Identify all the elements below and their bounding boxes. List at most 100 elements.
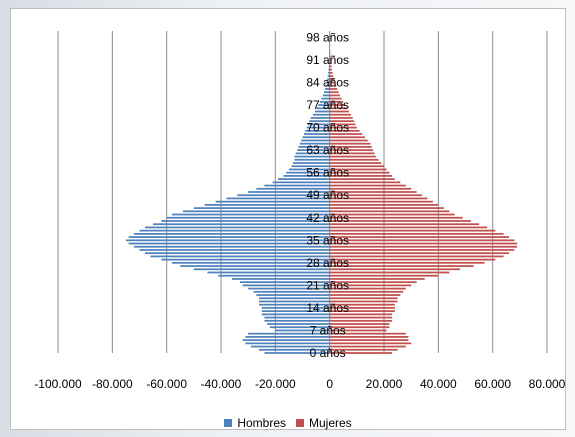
- bar-hombres-age-42: [166, 216, 330, 219]
- bar-mujeres-age-20: [329, 287, 406, 290]
- bar-hombres-age-60: [294, 158, 330, 161]
- bar-hombres-age-56: [286, 171, 330, 174]
- bar-hombres-age-2: [250, 345, 330, 348]
- bar-hombres-age-63: [297, 149, 330, 152]
- bar-hombres-age-47: [215, 200, 330, 203]
- bar-mujeres-age-5: [329, 336, 409, 338]
- bar-hombres-age-87: [328, 71, 330, 74]
- bar-mujeres-age-58: [329, 165, 384, 168]
- bar-hombres-age-7: [275, 329, 330, 332]
- bar-hombres-age-64: [298, 146, 330, 148]
- bar-mujeres-age-60: [329, 158, 379, 161]
- y-tick-label-2: 14 años: [306, 301, 349, 315]
- bar-hombres-age-89: [328, 65, 330, 68]
- bar-hombres-age-37: [134, 232, 330, 235]
- bar-hombres-age-73: [310, 117, 330, 119]
- bar-mujeres-age-75: [329, 110, 349, 113]
- bar-mujeres-age-23: [329, 278, 425, 280]
- bar-mujeres-age-70: [329, 126, 357, 129]
- y-tick-label-14: 98 años: [306, 30, 349, 44]
- bar-mujeres-age-19: [329, 290, 404, 293]
- bar-mujeres-age-8: [329, 326, 390, 329]
- bar-mujeres-age-52: [329, 184, 406, 187]
- bar-hombres-age-8: [269, 326, 330, 329]
- bar-hombres-age-82: [325, 88, 330, 90]
- legend-swatch-mujeres: [296, 419, 304, 427]
- x-tick-label-8: 60.000: [474, 377, 511, 391]
- bar-hombres-age-19: [253, 290, 330, 293]
- y-tick-label-8: 56 años: [306, 166, 349, 180]
- bar-mujeres-age-7: [329, 329, 387, 332]
- bar-hombres-age-10: [264, 319, 330, 322]
- bar-hombres-age-21: [242, 284, 330, 287]
- bar-mujeres-age-13: [329, 310, 395, 313]
- y-tick-label-3: 21 años: [306, 278, 349, 292]
- bar-hombres-age-26: [193, 268, 330, 271]
- pyramid-chart: 0 años 7 años 14 años 21 años 28 años 35 años…: [34, 30, 566, 391]
- bar-mujeres-age-71: [329, 123, 356, 126]
- x-tick-label-2: -60.000: [146, 377, 187, 391]
- bar-mujeres-age-56: [329, 171, 390, 174]
- bar-hombres-age-36: [128, 236, 330, 238]
- bar-mujeres-age-28: [329, 261, 485, 264]
- bar-hombres-age-41: [161, 220, 330, 222]
- bar-hombres-age-12: [261, 313, 330, 316]
- bar-hombres-age-86: [327, 75, 330, 77]
- bar-hombres-age-30: [150, 255, 330, 258]
- bar-mujeres-age-38: [329, 229, 496, 232]
- bar-hombres-age-4: [242, 339, 330, 341]
- bar-mujeres-age-63: [329, 149, 374, 152]
- bar-hombres-age-81: [323, 91, 330, 94]
- bar-hombres-age-83: [325, 84, 330, 87]
- bar-mujeres-age-37: [329, 232, 504, 235]
- bar-mujeres-age-1: [329, 348, 398, 351]
- bar-mujeres-age-32: [329, 249, 515, 251]
- bar-mujeres-age-30: [329, 255, 504, 258]
- bar-hombres-age-75: [314, 110, 330, 113]
- bar-hombres-age-31: [144, 252, 330, 255]
- bar-hombres-age-1: [259, 348, 330, 351]
- bar-mujeres-age-88: [329, 68, 333, 71]
- bar-mujeres-age-47: [329, 200, 433, 203]
- bar-mujeres-age-10: [329, 319, 393, 322]
- bar-hombres-age-51: [256, 187, 330, 190]
- y-tick-label-13: 91 años: [306, 53, 349, 67]
- bar-hombres-age-38: [139, 229, 330, 232]
- bar-mujeres-age-53: [329, 181, 401, 184]
- bar-mujeres-age-91: [329, 59, 331, 61]
- bar-mujeres-age-84: [329, 81, 336, 84]
- bar-mujeres-age-87: [329, 71, 333, 74]
- bar-hombres-age-71: [307, 123, 330, 126]
- bar-mujeres-age-48: [329, 197, 428, 200]
- bar-mujeres-age-6: [329, 332, 406, 335]
- bar-mujeres-age-16: [329, 300, 398, 303]
- bar-mujeres-age-0: [329, 352, 393, 354]
- bar-hombres-age-20: [248, 287, 330, 290]
- bar-mujeres-age-21: [329, 284, 412, 287]
- y-tick-label-9: 63 años: [306, 143, 349, 157]
- bar-mujeres-age-46: [329, 204, 439, 206]
- bar-hombres-age-3: [245, 342, 330, 345]
- bar-hombres-age-70: [306, 126, 330, 129]
- bar-mujeres-age-31: [329, 252, 509, 255]
- bar-mujeres-age-61: [329, 155, 376, 158]
- bar-hombres-age-45: [193, 207, 330, 209]
- bar-hombres-age-84: [326, 81, 330, 84]
- bar-mujeres-age-26: [329, 268, 461, 271]
- bar-hombres-age-15: [259, 303, 330, 306]
- bar-mujeres-age-50: [329, 191, 417, 193]
- bar-mujeres-age-11: [329, 316, 393, 319]
- bar-mujeres-age-54: [329, 178, 395, 180]
- bar-mujeres-age-49: [329, 194, 423, 197]
- legend-item-mujeres: Mujeres: [296, 416, 352, 430]
- bar-mujeres-age-89: [329, 65, 332, 68]
- y-tick-label-6: 42 años: [306, 211, 349, 225]
- bar-mujeres-age-35: [329, 239, 515, 242]
- bar-hombres-age-34: [128, 242, 330, 245]
- bar-hombres-age-61: [294, 155, 330, 158]
- bar-mujeres-age-92: [329, 55, 331, 58]
- bar-mujeres-age-65: [329, 142, 371, 145]
- x-tick-label-9: 80.000: [529, 377, 566, 391]
- bar-mujeres-age-24: [329, 274, 439, 277]
- bar-mujeres-age-9: [329, 323, 390, 325]
